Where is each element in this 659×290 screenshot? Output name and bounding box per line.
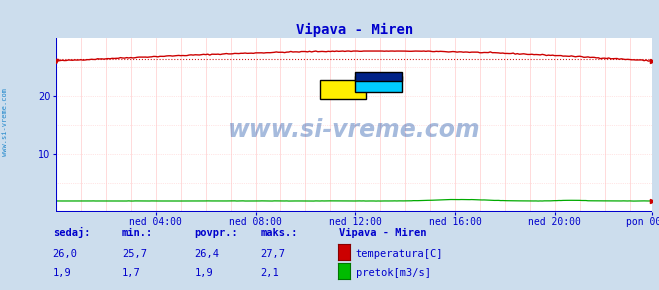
Text: povpr.:: povpr.: bbox=[194, 228, 238, 238]
Text: 1,9: 1,9 bbox=[53, 268, 71, 278]
FancyBboxPatch shape bbox=[355, 76, 402, 92]
Text: 26,0: 26,0 bbox=[53, 249, 78, 259]
Text: pretok[m3/s]: pretok[m3/s] bbox=[356, 268, 431, 278]
Text: 1,7: 1,7 bbox=[122, 268, 140, 278]
Text: Vipava - Miren: Vipava - Miren bbox=[339, 228, 427, 238]
Text: maks.:: maks.: bbox=[260, 228, 298, 238]
Text: temperatura[C]: temperatura[C] bbox=[356, 249, 444, 259]
Text: 2,1: 2,1 bbox=[260, 268, 279, 278]
Text: 25,7: 25,7 bbox=[122, 249, 147, 259]
FancyBboxPatch shape bbox=[355, 72, 402, 81]
Text: www.si-vreme.com: www.si-vreme.com bbox=[2, 88, 9, 156]
FancyBboxPatch shape bbox=[320, 80, 366, 99]
Text: 27,7: 27,7 bbox=[260, 249, 285, 259]
Text: 26,4: 26,4 bbox=[194, 249, 219, 259]
Text: 1,9: 1,9 bbox=[194, 268, 213, 278]
Text: www.si-vreme.com: www.si-vreme.com bbox=[228, 118, 480, 142]
Text: sedaj:: sedaj: bbox=[53, 227, 90, 238]
Text: min.:: min.: bbox=[122, 228, 153, 238]
Title: Vipava - Miren: Vipava - Miren bbox=[296, 22, 413, 37]
